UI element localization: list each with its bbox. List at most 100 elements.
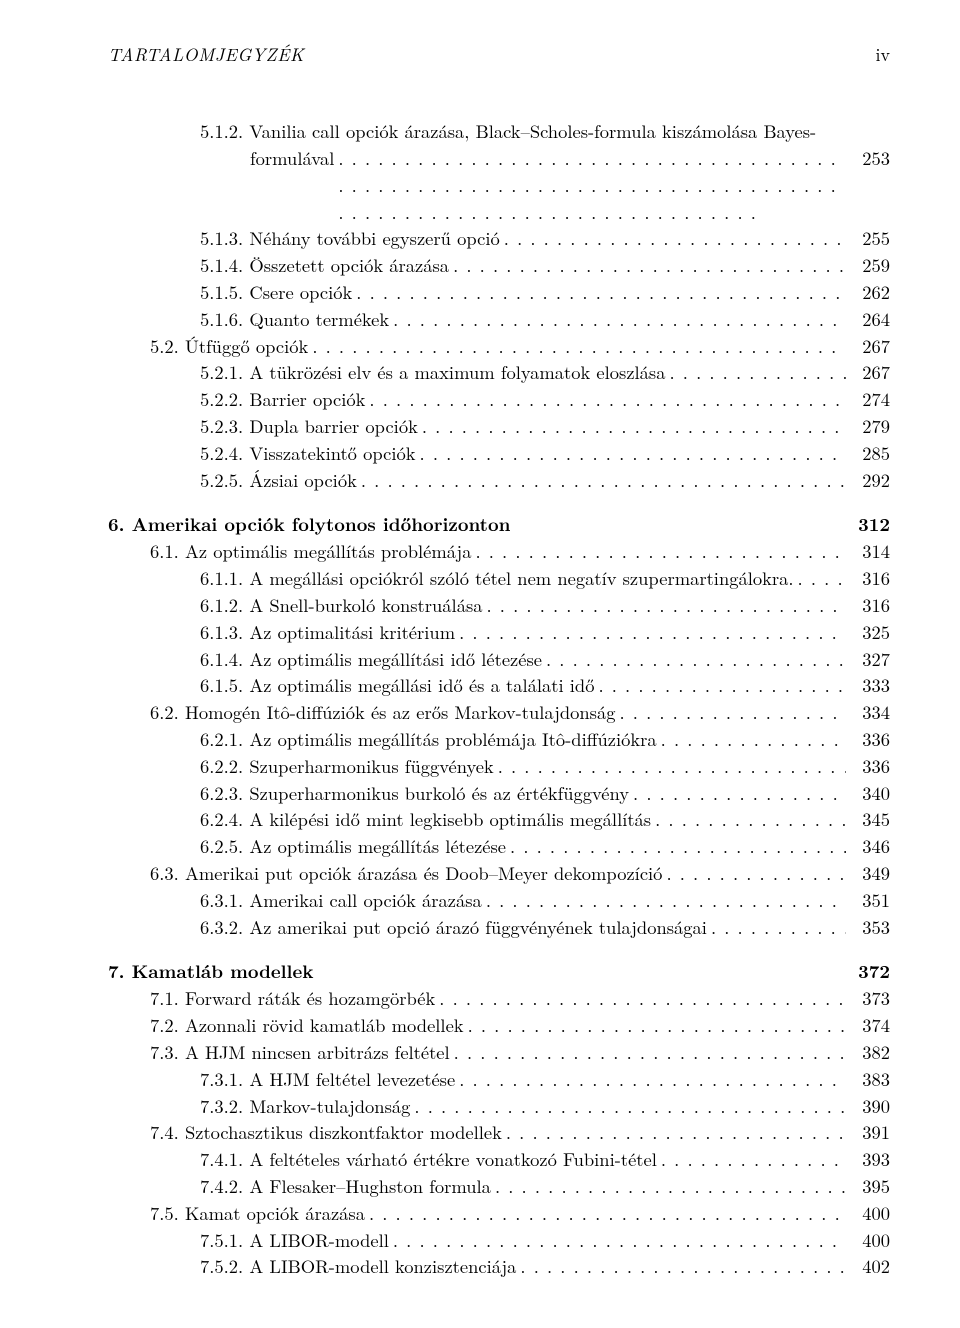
toc-leader-dots: [486, 592, 846, 619]
toc-leader-dots: [369, 1200, 846, 1227]
toc-entry: 7.3. A HJM nincsen arbitrázs feltétel382: [108, 1039, 890, 1066]
toc-label: 6.3.1. Amerikai call opciók árazása: [200, 887, 482, 914]
toc-entry: 7.4. Sztochasztikus diszkontfaktor model…: [108, 1119, 890, 1146]
toc-leader-dots: [454, 1039, 846, 1066]
toc-entry: 7.5.2. A LIBOR-modell konzisztenciája 402: [108, 1253, 890, 1280]
toc-entry: 7.4.2. A Flesaker–Hughston formula 395: [108, 1173, 890, 1200]
toc-leader-dots: [369, 386, 846, 413]
toc-entry: 7.1. Forward ráták és hozamgörbék373: [108, 985, 890, 1012]
toc-page-number: 400: [850, 1227, 890, 1254]
toc-page-number: 402: [850, 1253, 890, 1280]
toc-entry: 5.1.5. Csere opciók 262: [108, 279, 890, 306]
toc-entry: 5.2. Útfüggő opciók 267: [108, 333, 890, 360]
toc-leader-dots: [338, 145, 846, 225]
toc-label: 6.1.3. Az optimalitási kritérium: [200, 619, 455, 646]
toc-page-number: 349: [850, 860, 890, 887]
toc-entry: 5.1.2. Vanilia call opciók árazása, Blac…: [108, 118, 890, 225]
toc-label: 6.1.5. Az optimális megállási idő és a t…: [200, 672, 594, 699]
toc-entry: 6. Amerikai opciók folytonos időhorizont…: [108, 511, 890, 538]
toc-label: 6.2.3. Szuperharmonikus burkoló és az ér…: [200, 780, 629, 807]
toc-entry: 5.2.1. A tükrözési elv és a maximum foly…: [108, 359, 890, 386]
toc-page-number: 346: [850, 833, 890, 860]
toc-entry: 7.5. Kamat opciók árazása400: [108, 1200, 890, 1227]
toc-leader-dots: [495, 1173, 846, 1200]
toc-leader-dots: [506, 1119, 846, 1146]
toc-page-number: 353: [850, 914, 890, 941]
toc-page-number: 333: [850, 672, 890, 699]
toc-leader-dots: [598, 672, 846, 699]
toc-entry: 6.2.3. Szuperharmonikus burkoló és az ér…: [108, 780, 890, 807]
toc-page-number: 259: [850, 252, 890, 279]
toc-leader-dots: [669, 359, 846, 386]
toc-leader-dots: [520, 1253, 846, 1280]
toc-label: 6.2.4. A kilépési idő mint legkisebb opt…: [200, 806, 651, 833]
toc-entry: 5.1.4. Összetett opciók árazása259: [108, 252, 890, 279]
toc-page-number: 400: [850, 1200, 890, 1227]
toc-entry: 7.5.1. A LIBOR-modell 400: [108, 1227, 890, 1254]
toc-label: 5.1.2. Vanilia call opciók árazása, Blac…: [200, 118, 890, 145]
toc-label: 5.1.3. Néhány további egyszerű opció: [200, 225, 500, 252]
toc-label: 7.4. Sztochasztikus diszkontfaktor model…: [150, 1119, 502, 1146]
toc-page-number: 395: [850, 1173, 890, 1200]
toc-leader-dots: [619, 699, 846, 726]
toc-page-number: 262: [850, 279, 890, 306]
toc-leader-dots: [475, 538, 846, 565]
toc-page-number: 316: [850, 592, 890, 619]
toc-entry: 5.2.5. Ázsiai opciók 292: [108, 467, 890, 494]
toc-label: 7. Kamatláb modellek: [108, 958, 313, 985]
toc-page-number: 253: [850, 145, 890, 172]
toc-label: 7.4.1. A feltételes várható értékre vona…: [200, 1146, 657, 1173]
toc-leader-dots: [393, 306, 846, 333]
toc-page-number: 351: [850, 887, 890, 914]
toc-entry: 7.3.2. Markov-tulajdonság390: [108, 1093, 890, 1120]
toc-page-number: 334: [850, 699, 890, 726]
toc-label: 7.1. Forward ráták és hozamgörbék: [150, 985, 435, 1012]
toc-page-number: 312: [850, 511, 890, 538]
toc-label: 6.2.5. Az optimális megállítás létezése: [200, 833, 506, 860]
toc-page-number: 336: [850, 726, 890, 753]
toc-entry: 5.2.3. Dupla barrier opciók279: [108, 413, 890, 440]
toc-page-number: 393: [850, 1146, 890, 1173]
toc-leader-dots: [361, 467, 846, 494]
toc-leader-dots: [661, 726, 846, 753]
toc-leader-dots: [439, 985, 846, 1012]
toc-page-number: 336: [850, 753, 890, 780]
toc-leader-dots: [393, 1227, 846, 1254]
toc-entry: 5.2.2. Barrier opciók274: [108, 386, 890, 413]
toc-leader-dots: [459, 1066, 846, 1093]
toc-page-number: 314: [850, 538, 890, 565]
toc-leader-dots: [486, 887, 846, 914]
toc-entry: 6.1.4. Az optimális megállítási idő léte…: [108, 646, 890, 673]
toc-label: 7.4.2. A Flesaker–Hughston formula: [200, 1173, 491, 1200]
toc-page-number: 391: [850, 1119, 890, 1146]
toc-leader-dots: [661, 1146, 846, 1173]
toc-page-number: 374: [850, 1012, 890, 1039]
toc-leader-dots: [504, 225, 846, 252]
toc-page-number: 267: [850, 333, 890, 360]
toc-label: 5.2.4. Visszatekintő opciók: [200, 440, 416, 467]
toc-leader-dots: [633, 780, 846, 807]
toc-label: 6.2. Homogén Itô-diffúziók és az erős Ma…: [150, 699, 615, 726]
toc-page-number: 325: [850, 619, 890, 646]
toc-label: 5.1.6. Quanto termékek: [200, 306, 389, 333]
toc-label: 7.5.2. A LIBOR-modell konzisztenciája: [200, 1253, 516, 1280]
toc-entry: 6.3.1. Amerikai call opciók árazása 351: [108, 887, 890, 914]
page-header: TARTALOMJEGYZÉK iv: [108, 42, 890, 68]
toc-label: 6.1. Az optimális megállítás problémája: [150, 538, 471, 565]
toc-page-number: 316: [850, 565, 890, 592]
toc-page-number: 292: [850, 467, 890, 494]
toc-entry: 7.2. Azonnali rövid kamatláb modellek374: [108, 1012, 890, 1039]
toc-leader-dots: [453, 252, 846, 279]
toc-page-number: 340: [850, 780, 890, 807]
toc-entry: 6.1.1. A megállási opciókról szóló tétel…: [108, 565, 890, 592]
toc-leader-dots: [414, 1093, 846, 1120]
toc-page-number: 255: [850, 225, 890, 252]
toc-entry: 6.1.5. Az optimális megállási idő és a t…: [108, 672, 890, 699]
toc-label: 7.5.1. A LIBOR-modell: [200, 1227, 389, 1254]
toc-label: 7.3.1. A HJM feltétel levezetése: [200, 1066, 455, 1093]
toc-label: 5.1.5. Csere opciók: [200, 279, 352, 306]
toc-leader-dots: [655, 806, 846, 833]
toc-label: 5.2.5. Ázsiai opciók: [200, 467, 357, 494]
toc-entry: 7.4.1. A feltételes várható értékre vona…: [108, 1146, 890, 1173]
toc-label: 5.2. Útfüggő opciók: [150, 333, 308, 360]
